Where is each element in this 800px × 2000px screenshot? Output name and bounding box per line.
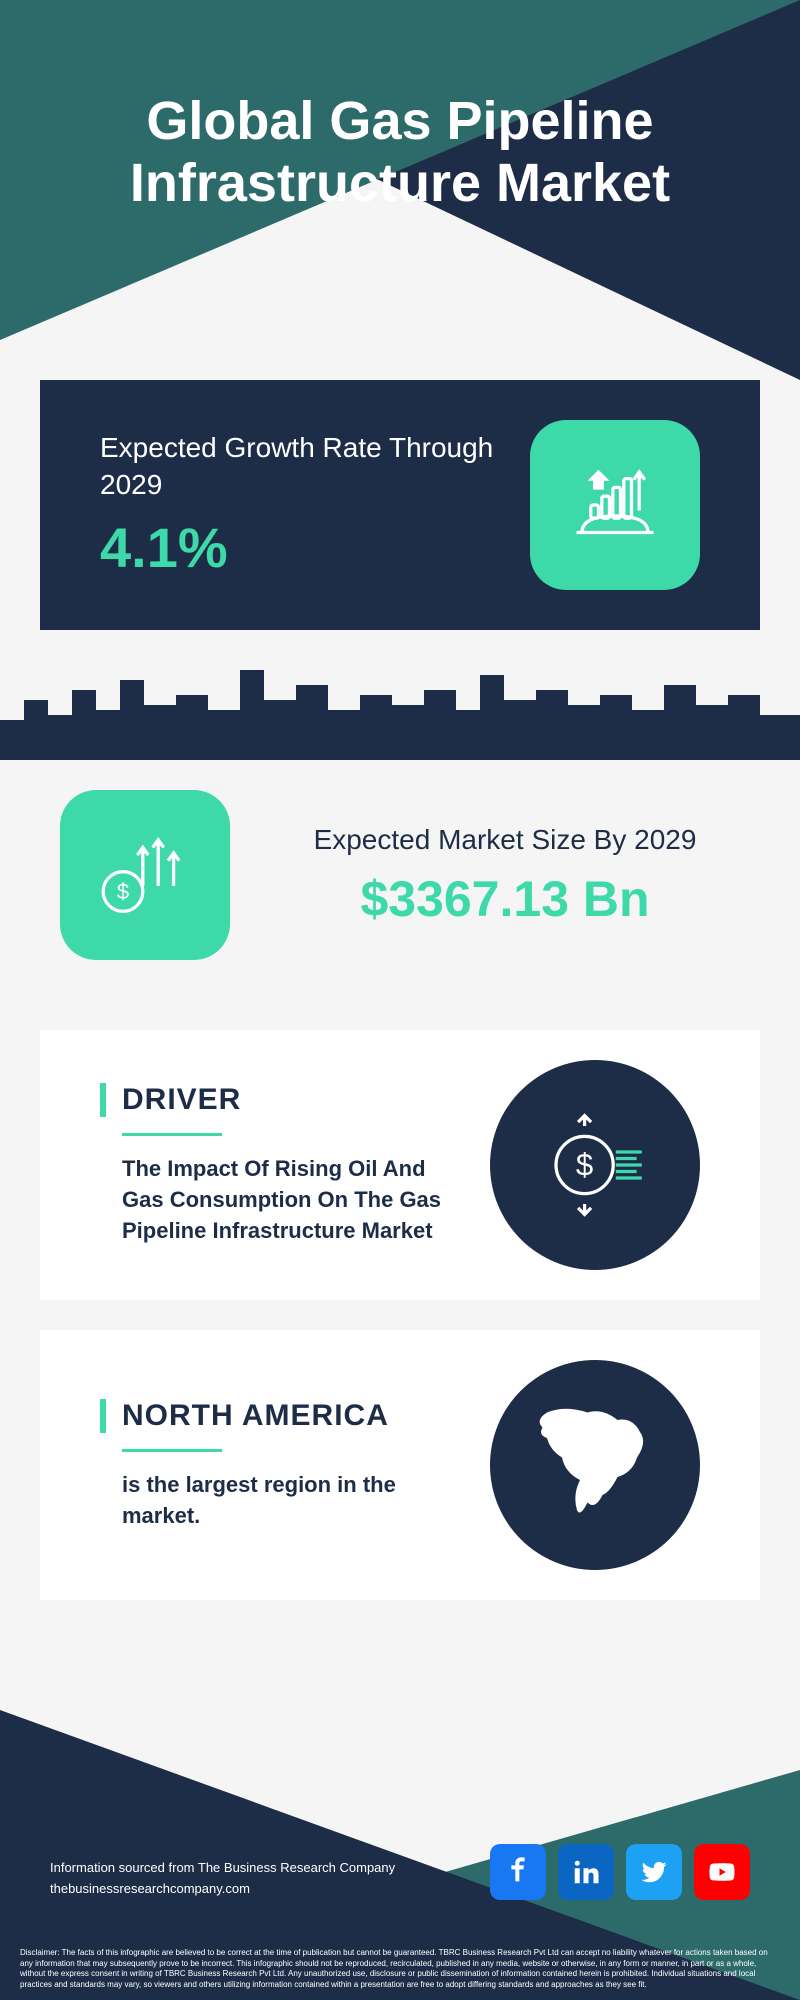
twitter-icon[interactable] [626, 1844, 682, 1900]
source-line-2: thebusinessresearchcompany.com [50, 1879, 395, 1900]
social-links [490, 1844, 750, 1900]
growth-label: Expected Growth Rate Through 2029 [100, 430, 530, 503]
page-title: Global Gas Pipeline Infrastructure Marke… [0, 90, 800, 214]
market-size-block: $ Expected Market Size By 2029 $3367.13 … [0, 760, 800, 1000]
driver-body: The Impact Of Rising Oil And Gas Consump… [100, 1154, 450, 1246]
region-underline [122, 1449, 222, 1452]
svg-text:$: $ [117, 879, 129, 904]
disclaimer-text: Disclaimer: The facts of this infographi… [20, 1948, 780, 1990]
driver-underline [122, 1133, 222, 1136]
facebook-icon[interactable] [490, 1844, 546, 1900]
header: Global Gas Pipeline Infrastructure Marke… [0, 0, 800, 380]
source-line-1: Information sourced from The Business Re… [50, 1858, 395, 1879]
footer: Information sourced from The Business Re… [0, 1710, 800, 2000]
growth-rate-block: Expected Growth Rate Through 2029 4.1% [40, 380, 760, 630]
region-body: is the largest region in the market. [100, 1470, 450, 1532]
youtube-icon[interactable] [694, 1844, 750, 1900]
region-block: NORTH AMERICA is the largest region in t… [40, 1330, 760, 1600]
linkedin-icon[interactable] [558, 1844, 614, 1900]
svg-text:$: $ [576, 1147, 593, 1182]
growth-value: 4.1% [100, 515, 530, 580]
driver-block: DRIVER The Impact Of Rising Oil And Gas … [40, 1030, 760, 1300]
growth-chart-icon [530, 420, 700, 590]
market-size-value: $3367.13 Bn [270, 870, 740, 928]
north-america-map-icon [490, 1360, 700, 1570]
driver-heading: DRIVER [100, 1083, 450, 1117]
source-attribution: Information sourced from The Business Re… [50, 1858, 395, 1900]
driver-dollar-icon: $ [490, 1060, 700, 1270]
region-heading: NORTH AMERICA [100, 1399, 450, 1433]
dollar-growth-icon: $ [60, 790, 230, 960]
skyline-decoration [0, 660, 800, 760]
market-size-label: Expected Market Size By 2029 [270, 822, 740, 858]
